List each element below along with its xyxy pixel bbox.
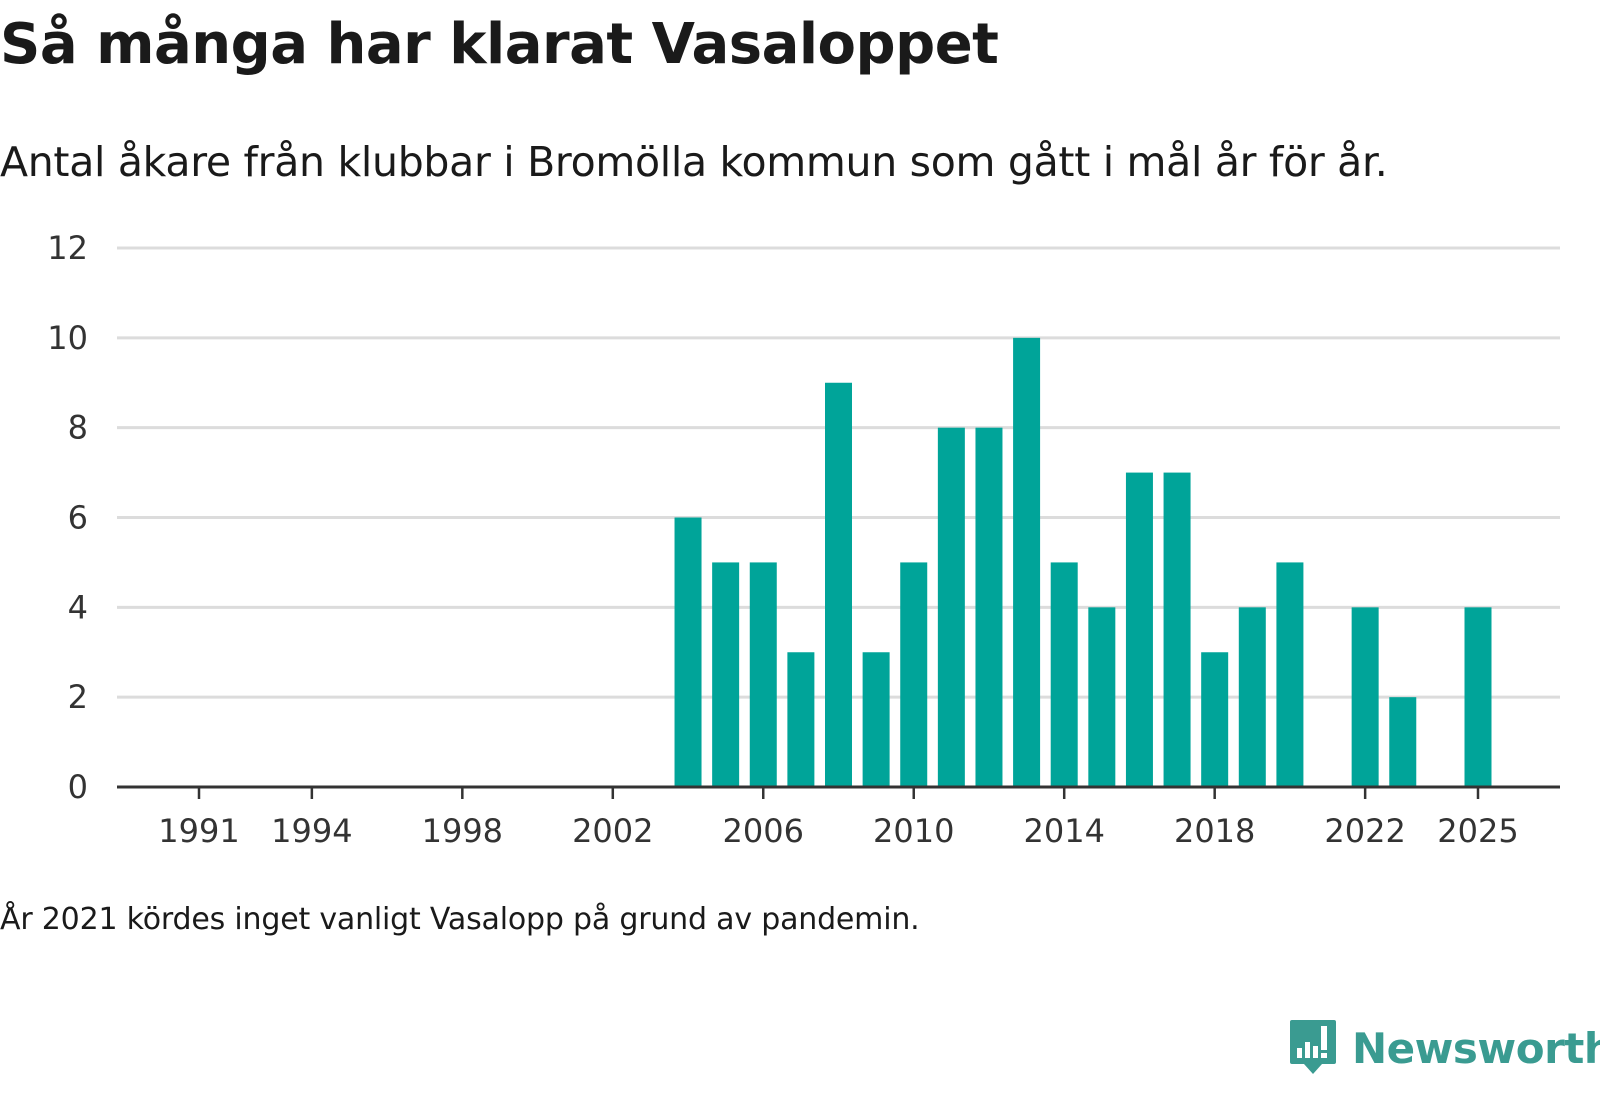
- y-tick-label: 2: [68, 678, 88, 716]
- y-tick-label: 4: [68, 588, 88, 626]
- bar-2008: [825, 382, 852, 787]
- bar-chart: 0 2 4 6 8 10 12 1991 1994 1998 2002 2006 2010 2014 20…: [47, 229, 1560, 850]
- x-tick-label: 1998: [422, 812, 503, 850]
- bar-2017: [1163, 472, 1191, 787]
- bar-2018: [1201, 652, 1229, 787]
- bar-2016: [1125, 472, 1153, 787]
- x-tick-label: 2010: [873, 812, 954, 850]
- bar-2023: [1389, 697, 1417, 787]
- chart-footnote: År 2021 kördes inget vanligt Vasalopp på…: [0, 902, 920, 937]
- bar-2004: [674, 517, 702, 787]
- chart-title: Så många har klarat Vasaloppet: [0, 12, 999, 77]
- bar-2007: [787, 652, 815, 787]
- bar-2011: [937, 427, 965, 787]
- y-axis-tick-labels: 0 2 4 6 8 10 12: [47, 229, 88, 806]
- bar-2015: [1088, 607, 1116, 787]
- chart-subtitle: Antal åkare från klubbar i Bromölla komm…: [0, 138, 1388, 186]
- y-tick-label: 6: [68, 499, 88, 537]
- bar-2006: [749, 562, 777, 787]
- x-tick-label: 2006: [723, 812, 804, 850]
- bar-2009: [862, 652, 890, 787]
- bar-2012: [975, 427, 1003, 787]
- bar-2022: [1351, 607, 1379, 787]
- y-tick-label: 10: [47, 319, 88, 357]
- x-tick-label: 2022: [1324, 812, 1405, 850]
- x-tick-label: 2025: [1437, 812, 1518, 850]
- y-tick-label: 12: [47, 229, 88, 267]
- y-tick-label: 8: [68, 409, 88, 447]
- bars: [674, 337, 1492, 787]
- x-tick-label: 2018: [1174, 812, 1255, 850]
- bar-2005: [712, 562, 740, 787]
- x-tick-label: 1994: [271, 812, 352, 850]
- bar-chart-speech-bubble-icon: [1290, 1020, 1336, 1074]
- bar-2013: [1013, 337, 1041, 787]
- x-axis-tick-labels: 1991 1994 1998 2002 2006 2010 2014 2018 2022 2025: [158, 812, 1518, 850]
- x-tick-label: 2014: [1023, 812, 1104, 850]
- y-tick-label: 0: [68, 768, 88, 806]
- x-tick-label: 2002: [572, 812, 653, 850]
- bar-2020: [1276, 562, 1304, 787]
- bar-2025: [1464, 607, 1492, 787]
- x-tick-label: 1991: [158, 812, 239, 850]
- bar-2010: [900, 562, 928, 787]
- brand-name: Newsworthy: [1352, 1023, 1600, 1073]
- bar-2014: [1050, 562, 1078, 787]
- x-axis: [117, 785, 1560, 799]
- bar-2019: [1238, 607, 1266, 787]
- newsworthy-logo: Newsworthy: [1288, 1018, 1600, 1078]
